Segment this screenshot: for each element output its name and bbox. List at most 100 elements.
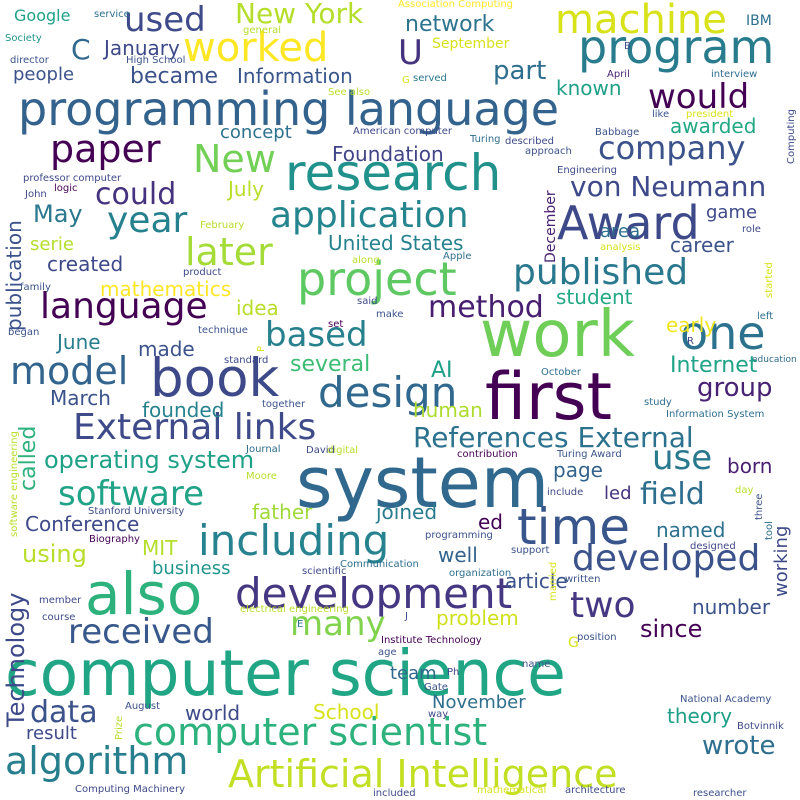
- word: mathematical: [477, 785, 547, 796]
- word: since: [640, 615, 703, 643]
- word: team: [390, 663, 437, 684]
- word: book: [150, 348, 280, 409]
- word: ed: [478, 510, 503, 534]
- word: New York: [235, 0, 364, 30]
- word: Stanford University: [88, 506, 185, 517]
- word: digital: [327, 445, 359, 456]
- word: U: [398, 33, 423, 73]
- word: page: [553, 458, 603, 482]
- word: first: [485, 360, 613, 435]
- word: Babbage: [595, 127, 640, 138]
- word: started: [764, 262, 775, 298]
- word: Technology: [2, 592, 30, 727]
- word: would: [648, 77, 750, 117]
- word: interview: [711, 69, 758, 80]
- word: method: [428, 290, 544, 325]
- word: standard: [224, 355, 269, 366]
- word: year: [107, 200, 188, 241]
- word: well: [438, 543, 478, 567]
- word: language: [40, 286, 208, 327]
- word: Turing: [470, 134, 501, 145]
- word: analysis: [600, 242, 641, 253]
- word: became: [130, 64, 219, 89]
- word: American computer: [353, 126, 452, 137]
- word: using: [22, 540, 87, 568]
- word: operating system: [44, 446, 255, 474]
- word: said: [357, 296, 378, 307]
- word: based: [265, 315, 368, 355]
- word: group: [697, 373, 773, 403]
- word: September: [432, 36, 510, 52]
- word: Internet: [670, 353, 758, 378]
- word: father: [252, 500, 313, 524]
- word: area: [600, 221, 641, 242]
- word: Prize: [114, 715, 125, 740]
- word: contribution: [457, 449, 518, 460]
- word: role: [742, 224, 761, 235]
- word: game: [706, 202, 758, 223]
- word: family: [20, 282, 51, 293]
- word: several: [290, 352, 371, 377]
- word: service: [94, 9, 130, 20]
- word: John: [25, 189, 47, 200]
- word: early: [666, 313, 717, 337]
- word: B: [624, 41, 631, 52]
- word: problem: [436, 606, 519, 630]
- word: January: [104, 36, 180, 60]
- word: National Academy: [680, 694, 772, 705]
- word: von Neumann: [570, 170, 767, 203]
- word: awarded: [670, 114, 757, 138]
- word: researcher: [693, 788, 747, 799]
- word: make: [376, 309, 404, 320]
- word: December: [543, 190, 559, 263]
- word: together: [262, 399, 306, 410]
- word: High School: [126, 55, 186, 66]
- word: called: [16, 425, 41, 491]
- word: June: [57, 330, 101, 354]
- word: Artificial Intelligence: [228, 752, 618, 796]
- word: J: [405, 611, 408, 622]
- word: developed: [572, 538, 761, 579]
- word: Ph: [447, 667, 460, 678]
- word: theory: [667, 704, 733, 728]
- word: approach: [525, 146, 572, 157]
- word: computer science: [5, 637, 566, 710]
- word: network: [405, 12, 495, 37]
- word: made: [138, 337, 195, 361]
- word: E: [297, 619, 304, 630]
- word: people: [13, 64, 75, 85]
- word: G: [568, 635, 579, 651]
- word: machine: [555, 0, 727, 43]
- word: Journal: [246, 444, 281, 455]
- word: used: [124, 0, 206, 40]
- word: March: [50, 386, 111, 410]
- word: included: [373, 788, 416, 799]
- word: day: [735, 485, 754, 496]
- word: mathematics: [100, 277, 232, 301]
- word: worked: [183, 25, 329, 71]
- word: also: [85, 560, 203, 628]
- word: Association Computing: [398, 0, 514, 10]
- word: Communication: [340, 559, 419, 570]
- word: research: [285, 144, 502, 202]
- word: October: [541, 367, 582, 378]
- word: Moore: [246, 471, 277, 482]
- word: Information: [237, 64, 353, 88]
- word: model: [10, 349, 129, 393]
- word: company: [598, 129, 746, 167]
- word: way: [428, 709, 449, 720]
- word: Botvinnik: [737, 721, 784, 732]
- word: number: [692, 595, 771, 619]
- word: created: [47, 252, 124, 276]
- word: wrote: [702, 731, 776, 761]
- word: Engineering: [557, 165, 617, 176]
- word: born: [727, 454, 773, 478]
- word: G: [402, 75, 410, 86]
- word: began: [8, 327, 40, 338]
- word: one: [680, 306, 766, 360]
- word: education: [752, 355, 797, 365]
- word: computer scientist: [133, 710, 488, 754]
- word: programming language: [18, 82, 560, 136]
- word: idea: [236, 296, 279, 320]
